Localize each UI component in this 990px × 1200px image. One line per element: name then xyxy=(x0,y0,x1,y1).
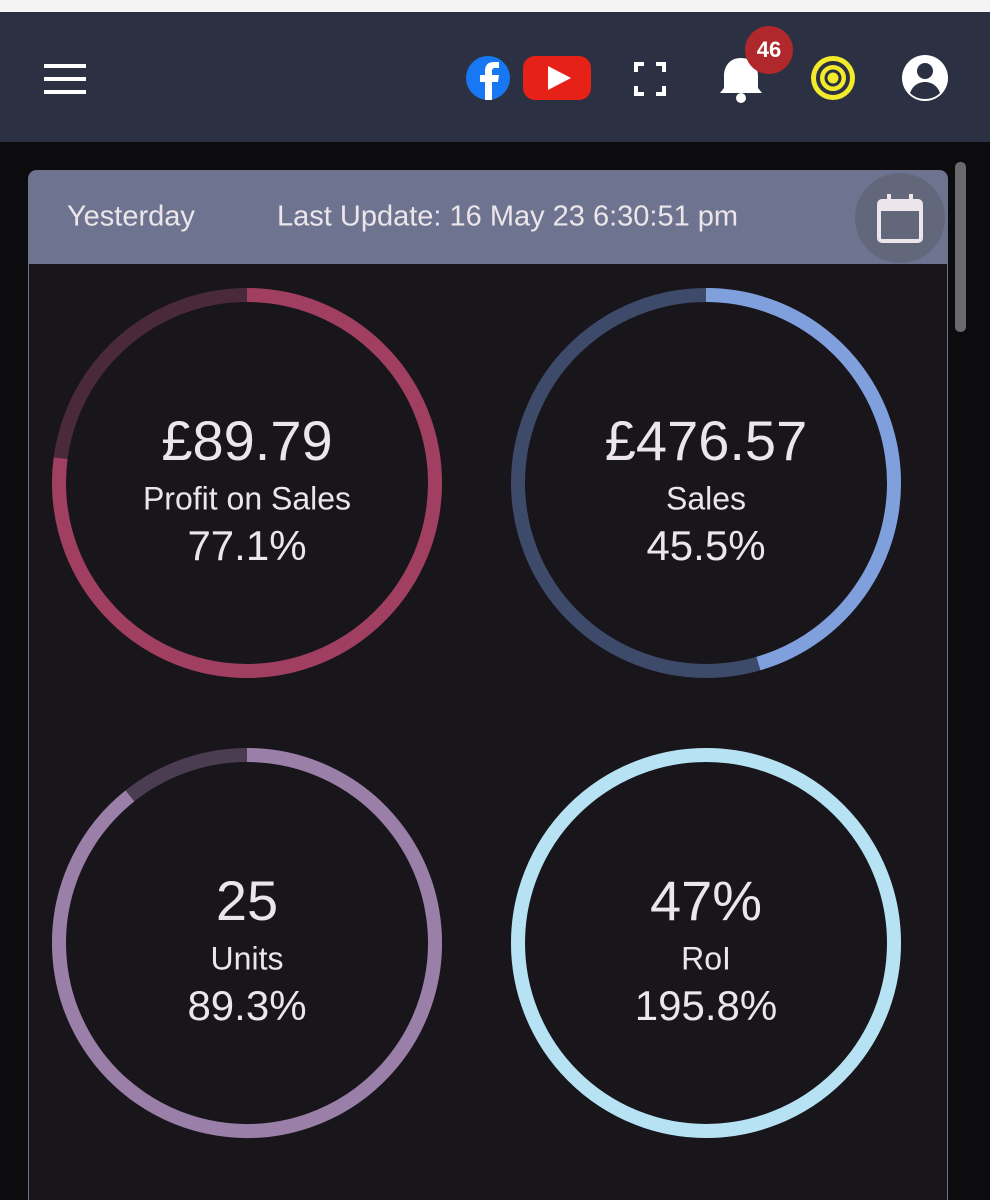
gauge-name: Profit on Sales xyxy=(143,480,351,516)
gauge-name: Sales xyxy=(666,480,746,516)
gauge-value: 25 xyxy=(216,869,278,932)
gauge-percent: 45.5% xyxy=(646,522,765,569)
account-button[interactable] xyxy=(902,55,948,101)
gauge-percent: 77.1% xyxy=(187,522,306,569)
card-header xyxy=(28,170,948,264)
gauge-arc xyxy=(52,748,442,1138)
gauge-arc xyxy=(511,748,901,1138)
gauge-value: 47% xyxy=(650,869,762,932)
menu-button[interactable] xyxy=(44,64,86,94)
gauge-value: £476.57 xyxy=(605,409,807,472)
facebook-link[interactable] xyxy=(466,56,510,100)
gauge-name: Units xyxy=(211,940,284,976)
calendar-button[interactable] xyxy=(855,173,945,263)
help-button[interactable] xyxy=(811,56,855,100)
gauge-arc xyxy=(52,288,442,678)
notification-count: 46 xyxy=(757,37,781,62)
period-label: Yesterday xyxy=(67,201,195,233)
gauge-percent: 89.3% xyxy=(187,982,306,1029)
notification-badge xyxy=(745,26,793,74)
gauge-value: £89.79 xyxy=(161,409,332,472)
last-update: Last Update: 16 May 23 6:30:51 pm xyxy=(277,201,738,233)
gauge-arc xyxy=(705,288,901,671)
gauge-percent: 195.8% xyxy=(635,982,777,1029)
fullscreen-button[interactable] xyxy=(634,62,666,96)
notifications-button[interactable]: 46 xyxy=(720,26,793,103)
gauge-name: RoI xyxy=(681,940,731,976)
browser-strip xyxy=(0,0,990,12)
youtube-link[interactable] xyxy=(523,56,591,100)
scrollbar xyxy=(955,162,966,332)
